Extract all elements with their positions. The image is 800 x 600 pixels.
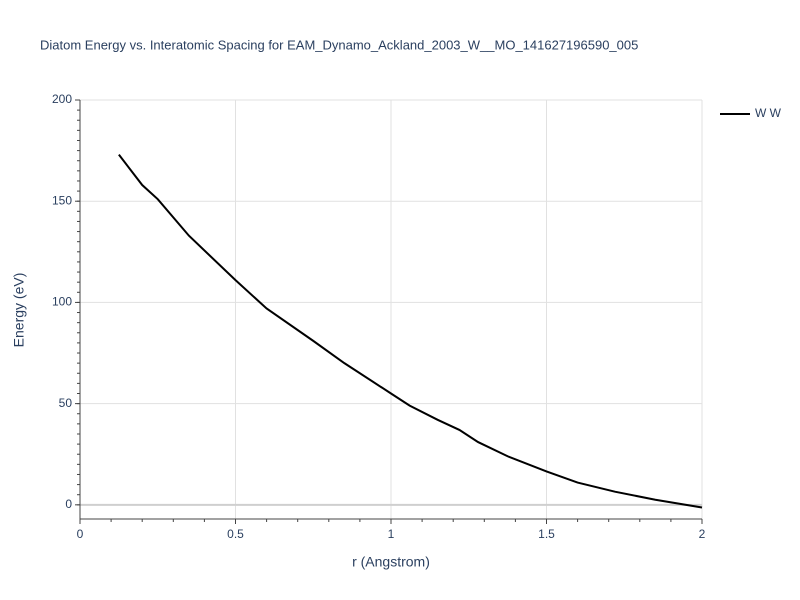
x-tick-label: 1: [388, 527, 395, 541]
y-tick-label: 100: [52, 295, 72, 309]
x-tick-label: 1.5: [538, 527, 555, 541]
chart-title: Diatom Energy vs. Interatomic Spacing fo…: [40, 37, 638, 52]
y-tick-label: 150: [52, 193, 72, 207]
y-tick-label: 50: [59, 396, 73, 410]
y-tick-label: 200: [52, 92, 72, 106]
legend-label: W W: [755, 106, 782, 120]
x-tick-label: 0.5: [227, 527, 244, 541]
line-series: [118, 154, 703, 509]
y-tick-label: 0: [65, 497, 72, 511]
x-tick-label: 2: [699, 527, 706, 541]
x-tick-label: 0: [77, 527, 84, 541]
x-axis-label: r (Angstrom): [352, 554, 430, 570]
y-axis-label: Energy (eV): [11, 273, 27, 348]
